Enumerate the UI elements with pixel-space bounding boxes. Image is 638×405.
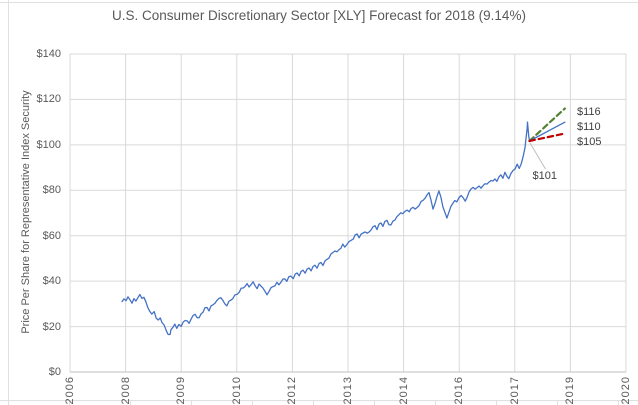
x-axis-tick-label: 2014 — [397, 376, 410, 405]
y-axis-tick-label: $20 — [42, 320, 61, 333]
x-axis-tick-label: 2010 — [230, 376, 243, 405]
y-axis-tick-label: $60 — [42, 229, 61, 242]
y-axis-tick-label: $0 — [48, 366, 61, 378]
x-axis-tick-label: 2008 — [119, 376, 132, 405]
forecast-label-high: $116 — [577, 106, 601, 118]
x-axis-tick-label: 2009 — [175, 376, 188, 405]
x-axis-tick-label: 2017 — [508, 376, 521, 405]
y-axis-tick-label: $80 — [42, 184, 61, 197]
x-axis-tick-label: 2012 — [286, 376, 299, 405]
x-axis-tick-label: 2019 — [564, 376, 577, 405]
forecast-line-mid — [528, 121, 566, 142]
x-axis-tick-label: 2013 — [342, 376, 354, 405]
y-axis-tick-label: $140 — [36, 48, 61, 60]
y-axis-title: Price Per Share for Representative Index… — [20, 90, 32, 334]
annotation-leader-line — [529, 142, 546, 170]
forecast-line-high — [528, 107, 566, 143]
y-axis-tick-label: $100 — [36, 138, 61, 151]
x-axis-tick-label: 2016 — [453, 376, 466, 405]
x-axis-tick-label: 2006 — [64, 376, 76, 405]
forecast-line-low — [528, 132, 566, 143]
x-axis-tick-label: 2020 — [620, 376, 632, 405]
price-line — [121, 121, 531, 336]
y-axis-tick-label: $40 — [42, 275, 61, 288]
annotation-last-price: $101 — [532, 169, 557, 182]
forecast-label-mid: $110 — [577, 121, 601, 133]
chart-title: U.S. Consumer Discretionary Sector [XLY]… — [112, 8, 526, 23]
forecast-label-low: $105 — [577, 136, 602, 148]
y-axis-tick-label: $120 — [36, 93, 61, 106]
